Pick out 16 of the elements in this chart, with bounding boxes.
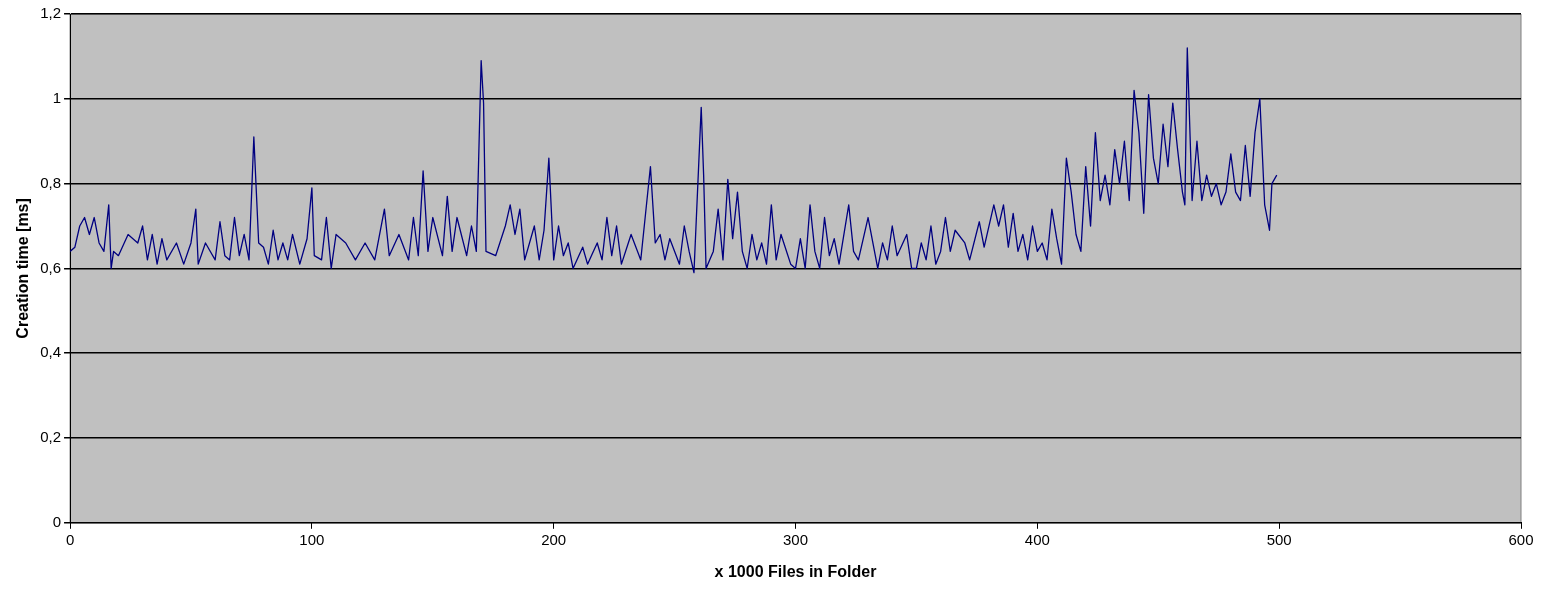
y-tick-label: 0,6 xyxy=(40,258,62,276)
x-tick-label: 400 xyxy=(1024,530,1050,548)
x-axis-title: x 1000 Files in Folder xyxy=(714,562,877,580)
x-tick-label: 300 xyxy=(783,530,809,548)
x-tick-label: 500 xyxy=(1266,530,1292,548)
x-tick-label: 600 xyxy=(1508,530,1534,548)
y-tick-label: 0,2 xyxy=(40,428,62,446)
y-tick-label: 0,4 xyxy=(40,343,62,361)
y-tick-label: 0,8 xyxy=(40,173,62,191)
y-tick-label: 1,2 xyxy=(40,4,62,22)
x-tick-label: 200 xyxy=(541,530,567,548)
y-axis-title: Creation time [ms] xyxy=(14,198,32,339)
x-tick-label: 0 xyxy=(65,530,75,548)
x-tick-label: 100 xyxy=(299,530,325,548)
y-tick-label: 0 xyxy=(52,512,62,530)
y-tick-label: 1 xyxy=(52,88,62,106)
